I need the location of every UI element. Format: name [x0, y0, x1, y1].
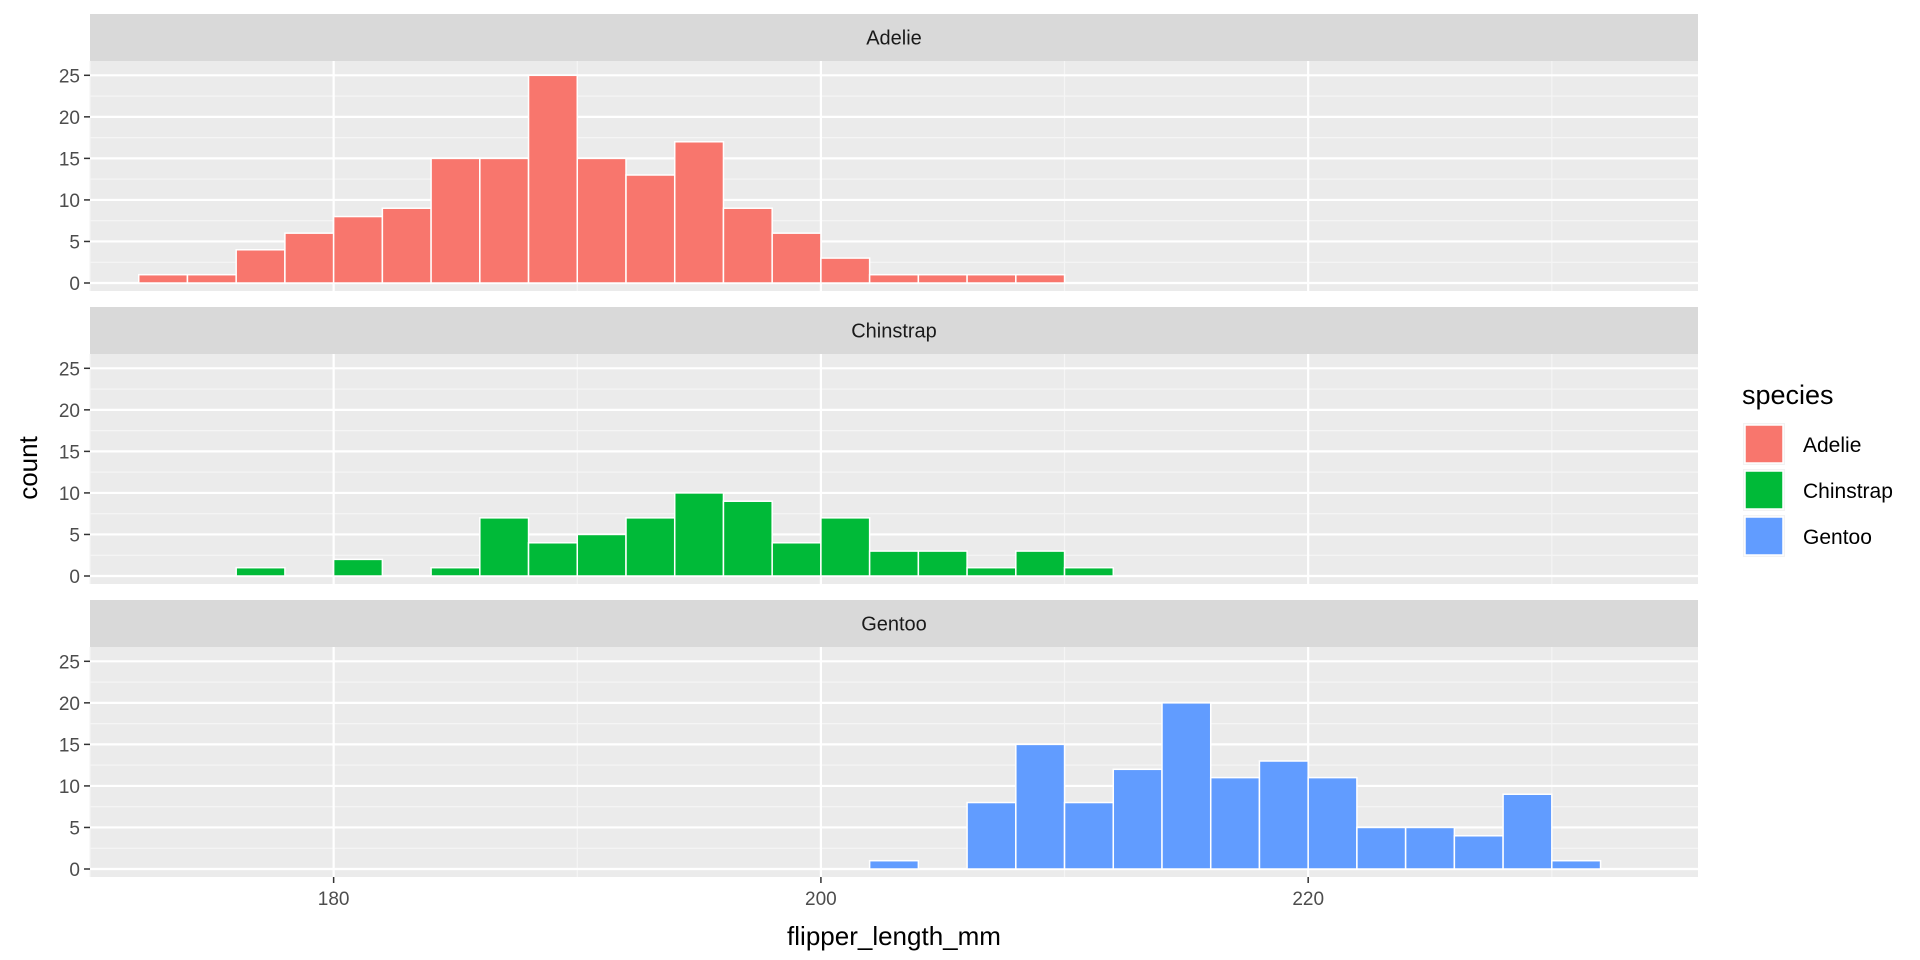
histogram-bar — [625, 174, 676, 284]
y-tick-label: 10 — [59, 484, 80, 505]
histogram-bar — [235, 566, 286, 577]
y-tick-label: 15 — [59, 149, 80, 170]
histogram-bar — [1356, 826, 1407, 870]
facet-strip-label: Adelie — [866, 28, 922, 50]
histogram-bar — [820, 257, 871, 284]
histogram-bar — [381, 207, 432, 284]
y-tick-label: 25 — [59, 66, 80, 87]
facet-gentoo: Gentoo 0 5 10 15 20 25 — [59, 600, 1698, 881]
x-axis-title: flipper_length_mm — [787, 921, 1001, 951]
y-tick-label: 5 — [69, 232, 80, 253]
histogram-bar — [527, 542, 579, 577]
facet-chinstrap: Chinstrap 0 5 10 15 20 25 — [59, 307, 1698, 588]
histogram-bar — [1063, 801, 1115, 870]
histogram-bar — [1258, 760, 1309, 870]
histogram-bar — [527, 74, 579, 284]
histogram-bar — [332, 558, 384, 577]
histogram-bar — [1161, 702, 1212, 870]
facet-strip — [90, 600, 1698, 647]
histogram-bar — [917, 550, 968, 577]
y-tick-label: 15 — [59, 442, 80, 463]
histogram-bar — [1307, 776, 1358, 870]
histogram-bar — [771, 232, 822, 284]
legend-entry-label: Chinstrap — [1803, 480, 1893, 503]
histogram-bar — [868, 859, 920, 870]
legend-entry-label: Adelie — [1803, 434, 1861, 457]
histogram-bar — [235, 249, 286, 284]
histogram-bar — [673, 492, 725, 577]
facet-panels: Adelie0510152025Chinstrap0510152025Gento… — [59, 14, 1698, 881]
y-tick-label: 5 — [69, 818, 80, 839]
y-tick-label: 0 — [69, 274, 80, 295]
histogram-bar — [771, 542, 822, 577]
panel-background — [90, 354, 1698, 584]
y-tick-label: 5 — [69, 525, 80, 546]
facet-strip — [90, 307, 1698, 354]
histogram-bar — [868, 273, 920, 284]
facet-strip-label: Gentoo — [861, 614, 927, 636]
y-tick-label: 0 — [69, 860, 80, 881]
histogram-bar — [966, 273, 1017, 284]
histogram-bar — [284, 232, 335, 284]
x-tick-label: 180 — [318, 889, 350, 910]
legend-title: species — [1742, 380, 1834, 410]
histogram-bar — [625, 517, 676, 577]
histogram-bar — [1404, 826, 1456, 870]
facet-strip-label: Chinstrap — [851, 321, 937, 343]
legend: species Adelie Chinstrap Gentoo — [1742, 380, 1893, 557]
legend-key-swatch — [1744, 470, 1784, 510]
histogram-bar — [576, 157, 627, 284]
histogram-bar — [1502, 793, 1553, 870]
legend-key-swatch — [1744, 424, 1784, 464]
histogram-bar — [1015, 550, 1066, 577]
histogram-bar — [966, 566, 1017, 577]
histogram-bar — [1015, 273, 1066, 284]
x-axis: 180 200 220 — [318, 877, 1324, 910]
histogram-bar — [137, 273, 189, 284]
histogram-bar — [1453, 835, 1504, 870]
y-tick-label: 25 — [59, 359, 80, 380]
histogram-bar — [673, 141, 725, 284]
y-tick-label: 10 — [59, 777, 80, 798]
histogram-bar — [868, 550, 920, 577]
histogram-bar — [479, 157, 530, 284]
histogram-bar — [1063, 566, 1115, 577]
histogram-bar — [430, 566, 481, 577]
histogram-bar — [966, 801, 1017, 870]
histogram-bar — [1015, 743, 1066, 870]
y-tick-label: 20 — [59, 694, 80, 715]
y-tick-label: 20 — [59, 401, 80, 422]
histogram-bar — [1112, 768, 1163, 870]
x-tick-label: 200 — [805, 889, 837, 910]
x-tick-label: 220 — [1292, 889, 1324, 910]
histogram-bar — [1209, 776, 1261, 870]
legend-key-swatch — [1744, 516, 1784, 556]
y-tick-label: 20 — [59, 108, 80, 129]
y-tick-label: 0 — [69, 567, 80, 588]
histogram-bar — [186, 273, 237, 284]
histogram-bar — [479, 517, 530, 577]
histogram-bar — [722, 207, 773, 284]
facet-strip — [90, 14, 1698, 61]
histogram-bar — [576, 533, 627, 577]
y-tick-label: 15 — [59, 735, 80, 756]
histogram-bar — [1551, 859, 1602, 870]
histogram-bar — [820, 517, 871, 577]
legend-entry-label: Gentoo — [1803, 526, 1872, 549]
histogram-bar — [917, 273, 968, 284]
y-tick-label: 25 — [59, 652, 80, 673]
y-tick-label: 10 — [59, 191, 80, 212]
histogram-bar — [430, 157, 481, 284]
facet-adelie: Adelie 0 5 10 15 20 25 — [59, 14, 1698, 295]
y-axis-title: count — [13, 435, 43, 499]
histogram-bar — [722, 500, 773, 577]
histogram-bar — [332, 215, 384, 284]
